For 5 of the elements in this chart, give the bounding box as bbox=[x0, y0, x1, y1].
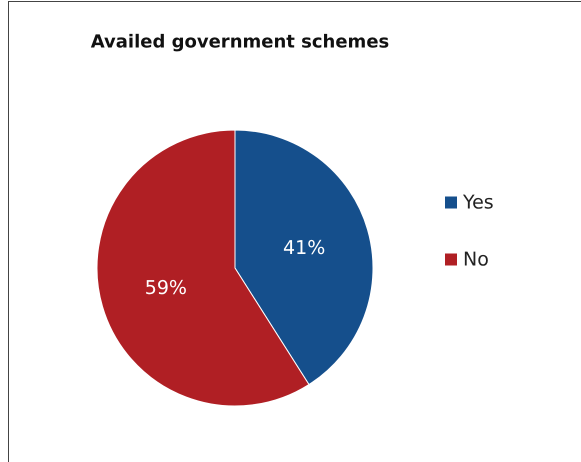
chart-title: Availed government schemes bbox=[90, 32, 390, 52]
data-label: 59% bbox=[144, 277, 187, 300]
legend-label: Yes bbox=[462, 192, 494, 214]
legend-label: No bbox=[463, 248, 489, 270]
data-label: 41% bbox=[283, 236, 326, 259]
